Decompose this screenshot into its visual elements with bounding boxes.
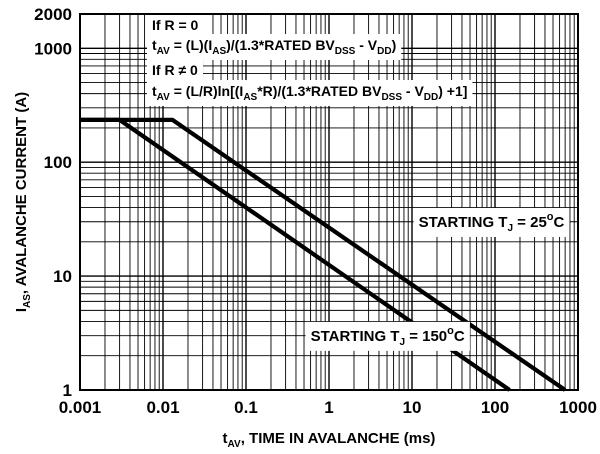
- x-axis-title: tAV, TIME IN AVALANCHE (ms): [223, 430, 436, 450]
- annotation-line-4-bg: [147, 80, 473, 106]
- axis-titles: tAV, TIME IN AVALANCHE (ms) IAS, AVALANCH…: [13, 92, 435, 450]
- annotation-line-3: If R ≠ 0: [152, 62, 198, 78]
- x-tick-label: 0.001: [59, 398, 102, 417]
- annotation-line-1-bg: [147, 14, 204, 36]
- y-tick-label: 100: [44, 153, 72, 172]
- y-axis-title: IAS, AVALANCHE CURRENT (A): [13, 92, 33, 312]
- annotation-line-4: tAV = (L/R)ln[(IAS*R)/(1.3*RATED BVDSS -…: [152, 83, 467, 103]
- annotation-line-3-bg: [147, 59, 204, 81]
- x-tick-label: 100: [481, 398, 509, 417]
- x-tick-label: 1000: [559, 398, 597, 417]
- series-label-2: STARTING TJ = 150oC: [311, 325, 465, 348]
- annotation-line-2: tAV = (L)(IAS)/(1.3*RATED BVDSS - VDD): [152, 37, 396, 57]
- series-label-1: STARTING TJ = 25oC: [419, 211, 565, 234]
- x-tick-label: 0.1: [234, 398, 258, 417]
- x-tick-label: 10: [403, 398, 422, 417]
- x-tick-label: 0.01: [146, 398, 179, 417]
- y-tick-label: 1: [63, 381, 72, 400]
- series-lines: [80, 117, 567, 392]
- series-line-2: [80, 117, 511, 392]
- annotation-line-2-bg: [147, 34, 402, 60]
- x-tick-label: 1: [324, 398, 333, 417]
- y-tick-labels: 1 10 100 1000 2000: [34, 5, 72, 400]
- series-label-1-bg: [413, 207, 570, 237]
- y-tick-label: 2000: [34, 5, 72, 24]
- plot-frame: [79, 13, 579, 391]
- y-tick-label: 1000: [34, 39, 72, 58]
- formula-annotation: If R = 0 tAV = (L)(IAS)/(1.3*RATED BVDSS …: [147, 14, 473, 106]
- annotation-line-1: If R = 0: [152, 17, 199, 33]
- x-tick-labels: 0.001 0.01 0.1 1 10 100 1000: [59, 398, 597, 417]
- y-tick-label: 10: [53, 267, 72, 286]
- series-labels: STARTING TJ = 25oC STARTING TJ = 150oC: [305, 207, 570, 351]
- series-label-2-bg: [305, 321, 470, 351]
